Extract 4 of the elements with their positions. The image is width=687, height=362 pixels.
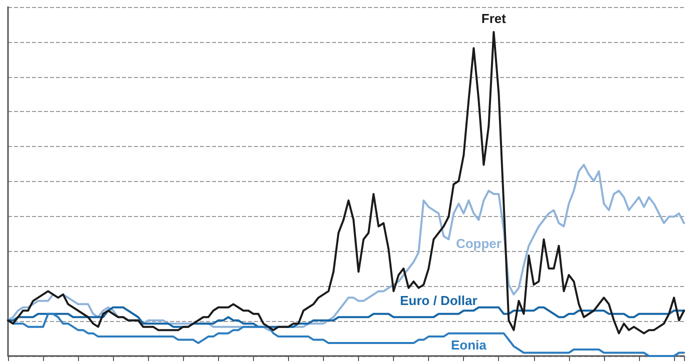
series-label: Fret: [481, 10, 507, 26]
series-label: Eonia: [450, 337, 488, 352]
series-label: Copper: [456, 236, 502, 251]
series-label: Euro / Dollar: [400, 292, 478, 308]
